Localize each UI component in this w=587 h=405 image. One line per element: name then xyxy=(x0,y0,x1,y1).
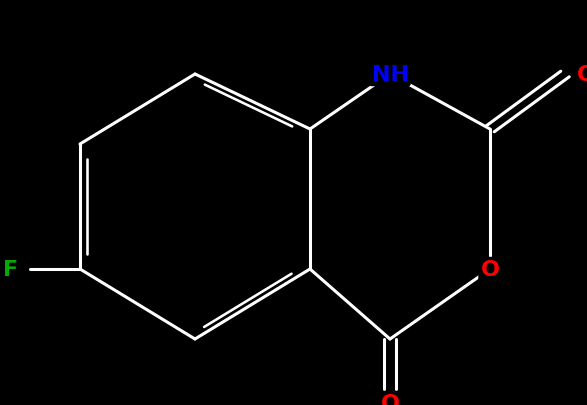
Text: NH: NH xyxy=(372,65,409,85)
Text: O: O xyxy=(380,393,400,405)
Text: O: O xyxy=(481,259,500,279)
Text: O: O xyxy=(577,65,587,85)
Text: F: F xyxy=(3,259,18,279)
